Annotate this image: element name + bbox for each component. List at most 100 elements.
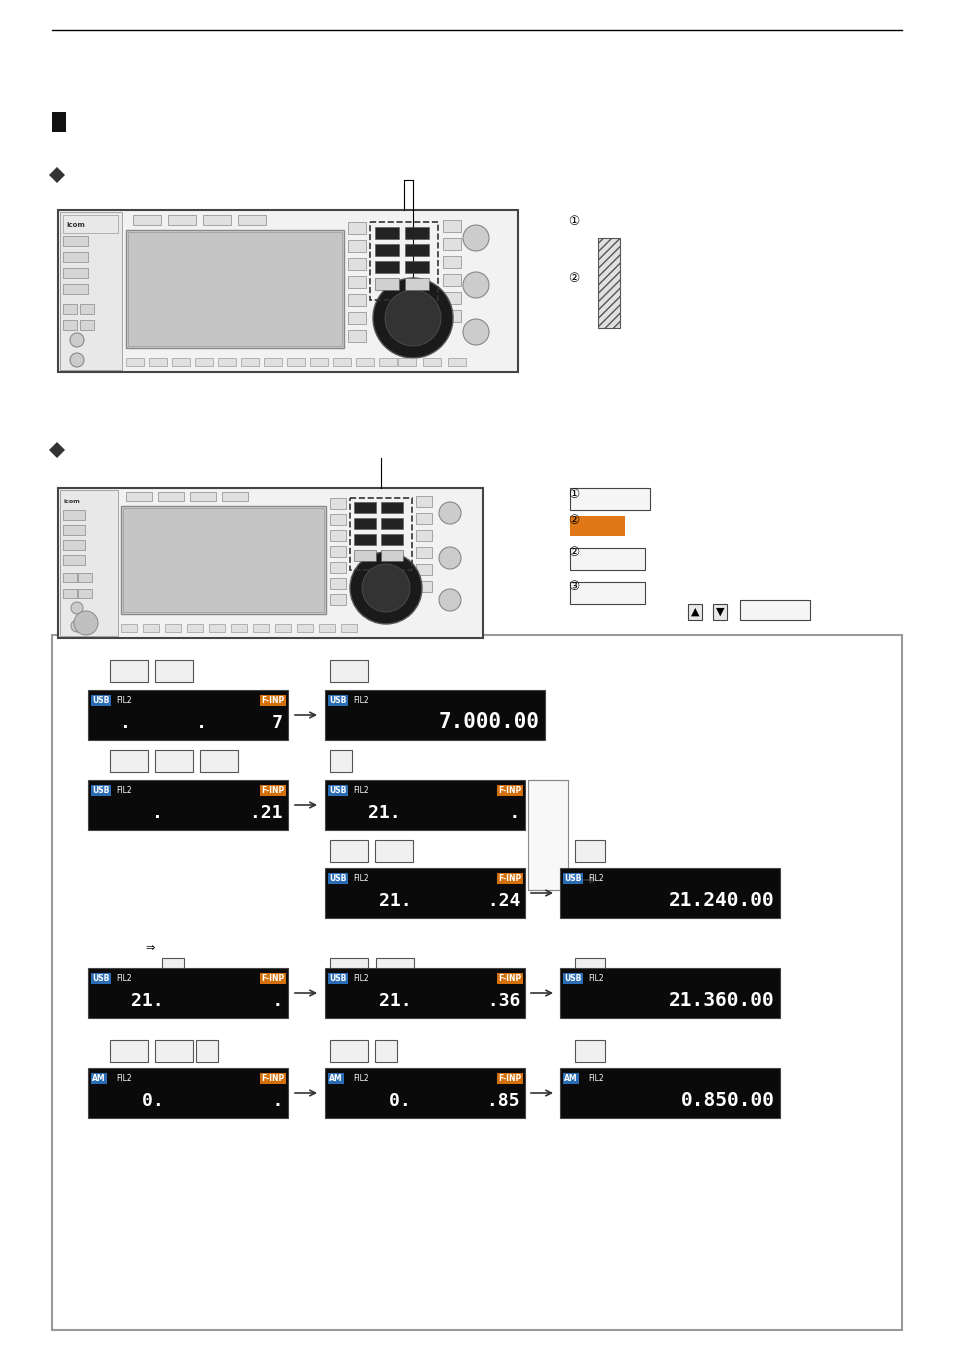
Bar (416, 496, 432, 507)
Bar (88, 1069, 288, 1119)
Text: F-INP: F-INP (261, 696, 285, 705)
Bar (333, 358, 351, 366)
Bar (405, 227, 429, 239)
Bar (330, 958, 368, 979)
Bar (88, 780, 288, 830)
Circle shape (350, 553, 421, 624)
Text: ②: ② (567, 272, 578, 285)
Bar (330, 499, 346, 509)
Bar (172, 358, 190, 366)
Bar (405, 278, 429, 290)
Text: USB: USB (563, 974, 580, 984)
Bar (354, 534, 375, 544)
Polygon shape (49, 442, 65, 458)
Bar (740, 600, 809, 620)
Bar (348, 240, 366, 253)
Text: USB: USB (329, 974, 346, 984)
Circle shape (438, 547, 460, 569)
Text: USB: USB (329, 786, 346, 794)
Text: ▼: ▼ (715, 607, 723, 617)
Bar (63, 215, 118, 232)
Bar (575, 958, 604, 979)
Text: .: . (205, 1044, 209, 1058)
Bar (330, 530, 346, 540)
Text: FIL2: FIL2 (116, 786, 132, 794)
Bar (330, 840, 368, 862)
Circle shape (71, 603, 83, 613)
Text: FIL2: FIL2 (353, 786, 368, 794)
Bar (296, 624, 313, 632)
Text: 7.000.00: 7.000.00 (438, 712, 539, 732)
Bar (310, 358, 328, 366)
Circle shape (70, 353, 84, 367)
Text: ②: ② (567, 513, 578, 527)
Bar (63, 555, 85, 565)
Bar (559, 969, 780, 1019)
Bar (575, 1040, 604, 1062)
Bar (380, 534, 402, 544)
Text: FIL2: FIL2 (116, 974, 132, 984)
Bar (63, 526, 85, 535)
Text: 0.850.00: 0.850.00 (680, 1092, 774, 1111)
Bar (378, 358, 396, 366)
Text: FIL2: FIL2 (353, 974, 368, 984)
Bar (416, 547, 432, 558)
Bar (126, 492, 152, 501)
Text: FIL2: FIL2 (587, 974, 603, 984)
Bar (63, 304, 77, 313)
Bar (110, 661, 148, 682)
Circle shape (373, 278, 453, 358)
Bar (575, 840, 604, 862)
Text: USB: USB (91, 974, 110, 984)
Text: .: . (384, 1044, 388, 1058)
Bar (88, 969, 288, 1019)
Text: 0.          .: 0. . (141, 1092, 283, 1111)
Bar (63, 267, 88, 278)
Bar (330, 750, 352, 771)
Circle shape (74, 611, 98, 635)
Bar (63, 253, 88, 262)
Bar (274, 624, 291, 632)
Circle shape (71, 620, 83, 632)
Text: 21.          .: 21. . (367, 804, 519, 821)
Bar (380, 503, 402, 513)
Text: FIL2: FIL2 (353, 1074, 368, 1084)
Bar (154, 1040, 193, 1062)
Bar (78, 589, 91, 598)
Text: icom: icom (64, 499, 81, 504)
Text: 21.       .24: 21. .24 (378, 892, 519, 911)
Bar (63, 573, 77, 582)
Bar (355, 358, 374, 366)
Bar (527, 780, 567, 890)
Bar (60, 212, 122, 370)
Bar (168, 215, 195, 226)
Bar (559, 1069, 780, 1119)
Bar (194, 358, 213, 366)
Text: AM: AM (329, 1074, 342, 1084)
Text: F-INP: F-INP (498, 786, 521, 794)
Bar (370, 222, 437, 300)
Text: ③: ③ (567, 580, 578, 593)
Bar (416, 563, 432, 576)
Bar (330, 661, 368, 682)
Bar (132, 215, 161, 226)
Bar (325, 780, 524, 830)
Bar (237, 215, 266, 226)
Text: ①: ① (567, 488, 578, 501)
Bar (200, 750, 237, 771)
Bar (241, 358, 258, 366)
Bar (78, 573, 91, 582)
Bar (448, 358, 465, 366)
Text: 21.       .36: 21. .36 (378, 992, 519, 1011)
Text: .      .      7: . . 7 (120, 713, 283, 732)
Text: FIL2: FIL2 (353, 696, 368, 705)
Bar (325, 969, 524, 1019)
Bar (222, 492, 248, 501)
Bar (63, 284, 88, 295)
Bar (416, 513, 432, 524)
Bar (598, 238, 619, 328)
Bar (165, 624, 181, 632)
Bar (569, 582, 644, 604)
Bar (80, 320, 94, 330)
Bar (154, 750, 193, 771)
